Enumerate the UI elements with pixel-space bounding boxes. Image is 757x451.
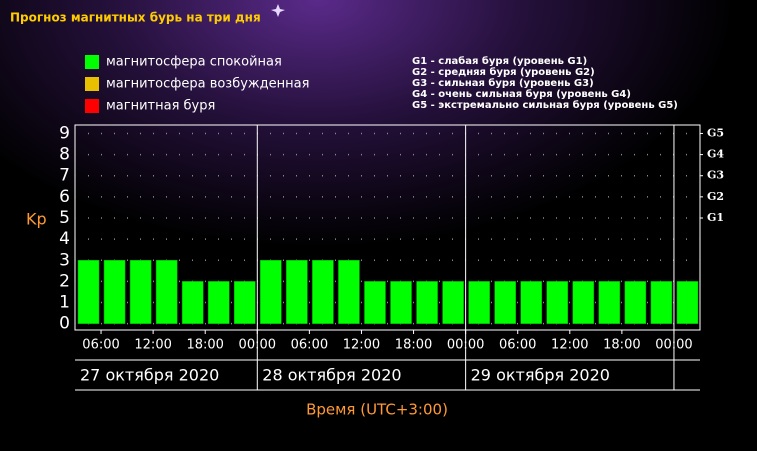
- y-axis-label: Kp: [26, 210, 47, 229]
- y-tick-label: 9: [59, 123, 70, 143]
- x-axis-label: Время (UTC+3:00): [306, 401, 448, 419]
- y-tick-label: 1: [59, 293, 70, 313]
- y-tick-label: 2: [59, 271, 70, 291]
- bar: [650, 281, 673, 324]
- bar: [129, 260, 152, 324]
- x-tick-label: 06:00: [82, 338, 119, 353]
- bar: [468, 281, 490, 324]
- y-tick-label: 0: [59, 314, 70, 334]
- bar: [338, 260, 360, 324]
- x-tick-label: 12:00: [134, 338, 171, 353]
- bar: [364, 281, 386, 324]
- x-tick-label: 18:00: [603, 338, 640, 353]
- bar: [572, 281, 595, 324]
- bar: [207, 281, 230, 324]
- bar: [416, 281, 438, 324]
- bar: [624, 281, 647, 324]
- y2-tick-label: G1: [707, 211, 724, 224]
- y-tick-label: 7: [59, 166, 70, 186]
- bar: [155, 260, 178, 324]
- date-label: 27 октября 2020: [80, 366, 219, 385]
- chart-title: Прогноз магнитных бурь на три дня: [10, 11, 261, 25]
- date-label: 29 октября 2020: [471, 366, 610, 385]
- x-tick-label: 06:00: [291, 338, 328, 353]
- x-tick-label: 18:00: [395, 338, 432, 353]
- x-tick-label: 06:00: [499, 338, 536, 353]
- y2-tick-label: G4: [707, 148, 724, 161]
- bar: [546, 281, 569, 324]
- legend-label: магнитная буря: [106, 99, 215, 114]
- y-tick-label: 8: [59, 145, 70, 165]
- bar: [181, 281, 204, 324]
- bar: [676, 281, 699, 324]
- g-scale-note: G3 - сильная буря (уровень G3): [412, 77, 594, 89]
- date-label: 28 октября 2020: [262, 366, 401, 385]
- x-tick-label: 18:00: [186, 338, 223, 353]
- bar: [598, 281, 621, 324]
- bar: [494, 281, 516, 324]
- bar: [442, 281, 464, 324]
- legend-swatch: [85, 99, 99, 113]
- g-scale-note: G2 - средняя буря (уровень G2): [412, 66, 595, 78]
- bar: [234, 281, 256, 324]
- bar: [260, 260, 282, 324]
- y-tick-label: 4: [59, 229, 70, 249]
- x-tick-label: 12:00: [343, 338, 380, 353]
- g-scale-note: G5 - экстремально сильная буря (уровень …: [412, 99, 678, 111]
- legend-label: магнитосфера возбужденная: [106, 77, 309, 92]
- x-tick-label: 12:00: [551, 338, 588, 353]
- g-scale-note: G4 - очень сильная буря (уровень G4): [412, 88, 631, 100]
- y-tick-label: 3: [59, 250, 70, 270]
- star: [271, 4, 285, 17]
- plot-frame: [74, 124, 701, 331]
- y2-tick-label: G3: [707, 169, 724, 182]
- y2-tick-label: G2: [707, 190, 724, 203]
- legend-swatch: [85, 55, 99, 69]
- y-tick-label: 5: [59, 208, 70, 228]
- bar: [520, 281, 542, 324]
- legend-label: магнитосфера спокойная: [106, 55, 282, 70]
- y-tick-label: 6: [59, 187, 70, 207]
- bar: [390, 281, 412, 324]
- bar: [103, 260, 126, 324]
- g-scale-note: G1 - слабая буря (уровень G1): [412, 55, 587, 67]
- bar: [286, 260, 308, 324]
- legend-swatch: [85, 77, 99, 91]
- y2-tick-label: G5: [707, 126, 724, 139]
- bar: [77, 260, 100, 324]
- bar: [312, 260, 334, 324]
